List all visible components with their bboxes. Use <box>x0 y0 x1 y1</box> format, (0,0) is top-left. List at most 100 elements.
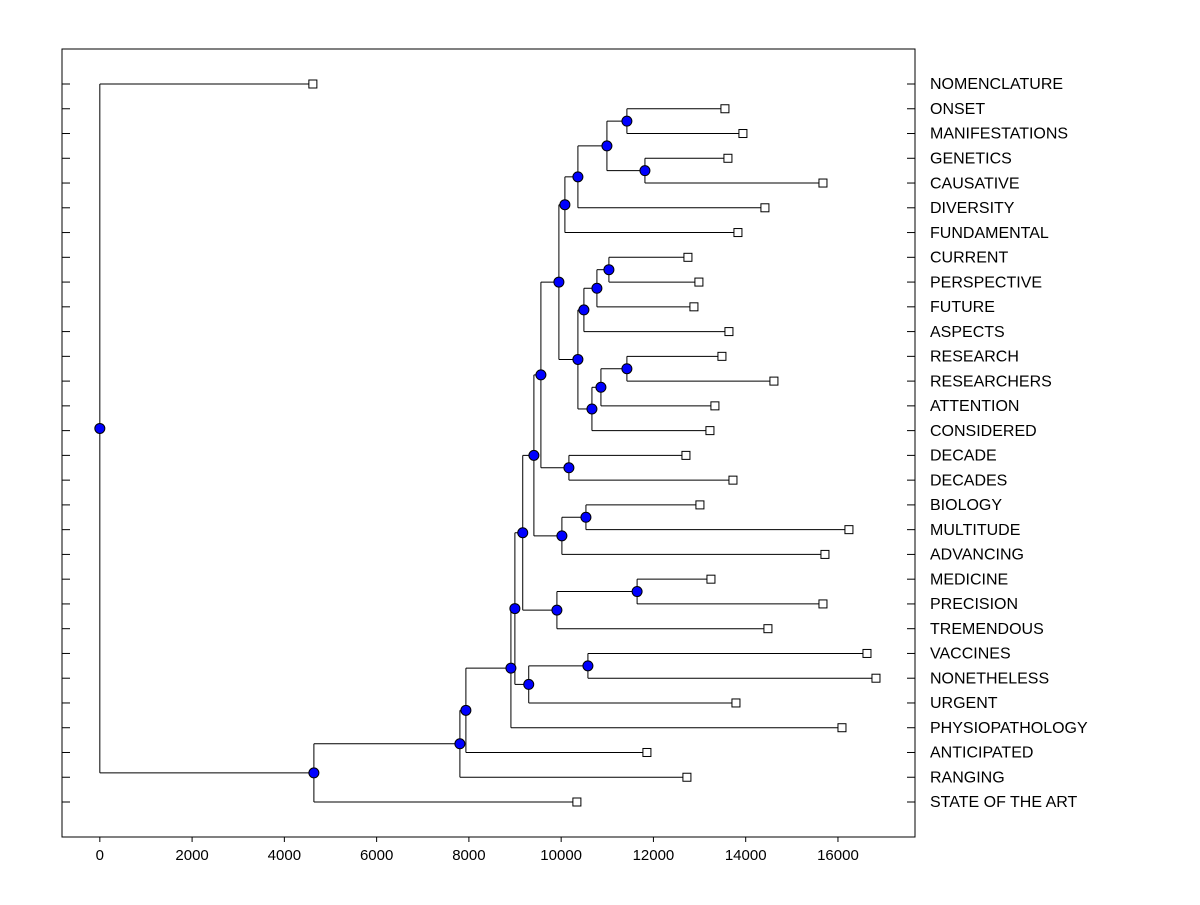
node-marker <box>509 603 521 615</box>
node-marker <box>556 530 568 542</box>
leaf-label: PERSPECTIVE <box>930 274 1042 291</box>
leaf-marker <box>837 723 847 733</box>
node-marker <box>563 462 575 474</box>
leaf-label: GENETICS <box>930 150 1012 167</box>
leaf-marker <box>681 450 691 460</box>
leaf-label: ANTICIPATED <box>930 745 1033 762</box>
leaf-marker <box>844 525 854 535</box>
node-marker <box>523 678 535 690</box>
branches <box>62 83 915 803</box>
leaf-marker <box>689 302 699 312</box>
node-marker <box>591 282 603 294</box>
leaf-marker <box>572 797 582 807</box>
node-marker <box>553 276 565 288</box>
leaf-label: PHYSIOPATHOLOGY <box>930 720 1088 737</box>
leaf-label: DECADES <box>930 472 1007 489</box>
node-marker <box>631 586 643 598</box>
node-marker <box>94 422 106 434</box>
leaf-marker <box>682 772 692 782</box>
leaf-label: ATTENTION <box>930 398 1019 415</box>
node-marker <box>551 604 563 616</box>
leaf-label: RANGING <box>930 769 1005 786</box>
node-marker <box>582 660 594 672</box>
leaf-marker <box>820 549 830 559</box>
leaf-label: RESEARCHERS <box>930 373 1052 390</box>
leaf-marker <box>733 228 743 238</box>
leaf-label: MEDICINE <box>930 571 1008 588</box>
x-tick-label: 4000 <box>268 847 301 864</box>
node-marker <box>559 199 571 211</box>
node-marker <box>601 140 613 152</box>
leaf-marker <box>818 178 828 188</box>
leaf-label: MANIFESTATIONS <box>930 126 1068 143</box>
node-marker <box>595 381 607 393</box>
node-marker <box>603 264 615 276</box>
leaf-marker <box>763 624 773 634</box>
node-marker <box>578 304 590 316</box>
leaf-label: FUTURE <box>930 299 995 316</box>
leaf-label: MULTITUDE <box>930 522 1020 539</box>
node-marker <box>535 369 547 381</box>
leaf-label: NONETHELESS <box>930 670 1049 687</box>
leaf-label: ONSET <box>930 101 985 118</box>
node-marker <box>572 353 584 365</box>
leaf-marker <box>694 277 704 287</box>
leaf-marker <box>642 747 652 757</box>
leaf-marker <box>769 376 779 386</box>
leaf-marker <box>695 500 705 510</box>
leaf-label: CURRENT <box>930 250 1008 267</box>
node-marker <box>460 704 472 716</box>
leaf-label: DIVERSITY <box>930 200 1015 217</box>
x-tick-label: 8000 <box>452 847 485 864</box>
leaf-marker <box>683 252 693 262</box>
leaf-marker <box>717 351 727 361</box>
leaf-marker <box>760 203 770 213</box>
node-marker <box>454 738 466 750</box>
x-tick-label: 16000 <box>817 847 859 864</box>
node-marker <box>586 403 598 415</box>
leaf-marker <box>731 698 741 708</box>
leaf-marker <box>723 153 733 163</box>
x-tick-label: 14000 <box>725 847 767 864</box>
leaf-marker <box>728 475 738 485</box>
node-marker <box>517 527 529 539</box>
x-tick-label: 2000 <box>175 847 208 864</box>
leaf-label: RESEARCH <box>930 349 1019 366</box>
node-marker <box>621 115 633 127</box>
leaf-label: ADVANCING <box>930 547 1024 564</box>
leaf-label: FUNDAMENTAL <box>930 225 1049 242</box>
leaf-label: TREMENDOUS <box>930 621 1044 638</box>
leaf-marker <box>818 599 828 609</box>
node-marker <box>639 165 651 177</box>
leaf-marker <box>710 401 720 411</box>
leaf-marker <box>862 648 872 658</box>
node-marker <box>572 171 584 183</box>
leaf-label: CAUSATIVE <box>930 175 1020 192</box>
leaf-marker <box>720 104 730 114</box>
x-tick-label: 6000 <box>360 847 393 864</box>
leaf-label: URGENT <box>930 695 998 712</box>
leaf-label: STATE OF THE ART <box>930 794 1078 811</box>
node-marker <box>580 511 592 523</box>
leaf-label: ASPECTS <box>930 324 1005 341</box>
plot-frame <box>61 48 916 838</box>
leaf-label: NOMENCLATURE <box>930 76 1063 93</box>
leaf-marker <box>706 574 716 584</box>
x-tick-label: 0 <box>96 847 104 864</box>
leaf-marker <box>724 327 734 337</box>
leaf-label: DECADE <box>930 448 997 465</box>
node-marker <box>505 662 517 674</box>
leaf-marker <box>705 426 715 436</box>
node-marker <box>621 363 633 375</box>
leaf-marker <box>738 129 748 139</box>
node-marker <box>308 767 320 779</box>
node-marker <box>528 449 540 461</box>
leaf-label: PRECISION <box>930 596 1018 613</box>
x-tick-label: 12000 <box>633 847 675 864</box>
leaf-label: CONSIDERED <box>930 423 1037 440</box>
leaf-marker <box>871 673 881 683</box>
leaf-label: BIOLOGY <box>930 497 1002 514</box>
leaf-label: VACCINES <box>930 646 1011 663</box>
leaf-marker <box>308 79 318 89</box>
